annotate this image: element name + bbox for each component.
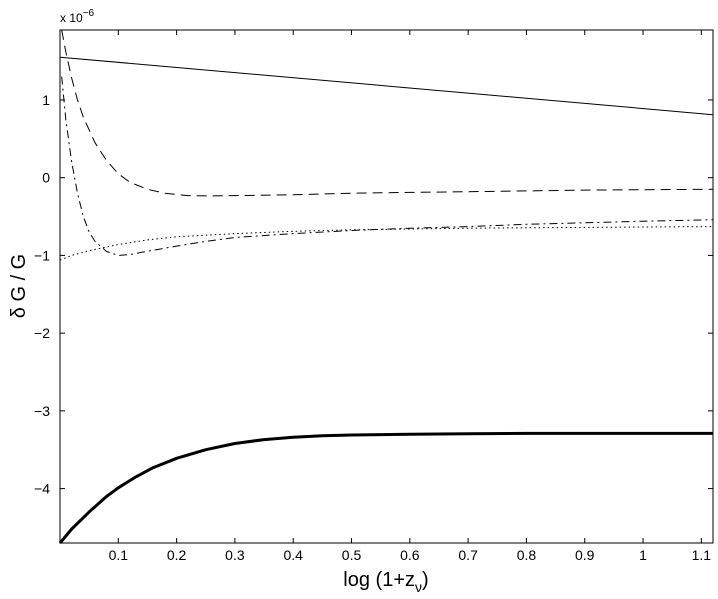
x-tick-label: 0.3 xyxy=(225,547,245,563)
y-tick-label: −4 xyxy=(34,481,50,497)
y-ticks: 1 0 −1 −2 −3 −4 xyxy=(34,92,713,497)
x-tick-label: 0.9 xyxy=(575,547,595,563)
y-tick-label: −3 xyxy=(34,403,50,419)
y-tick-label: 0 xyxy=(42,170,50,186)
x-axis-label: log (1+zν) xyxy=(343,569,428,595)
y-multiplier-base: x 10 xyxy=(60,11,83,25)
y-tick-label: 1 xyxy=(42,92,50,108)
x-axis-label-sub: ν xyxy=(415,579,422,595)
x-tick-label: 1 xyxy=(639,547,647,563)
series-group xyxy=(58,29,714,544)
x-tick-label: 1.1 xyxy=(692,547,712,563)
plot-frame xyxy=(59,29,714,544)
series-thick-line xyxy=(58,431,713,544)
series-dashed-line xyxy=(61,29,714,197)
x-tick-label: 0.5 xyxy=(342,547,362,563)
y-multiplier-exp: −6 xyxy=(83,8,95,19)
x-tick-label: 0.6 xyxy=(400,547,420,563)
x-tick-label: 0.1 xyxy=(109,547,129,563)
x-ticks: 0.1 0.2 0.3 0.4 0.5 0.6 0.7 0.8 0.9 1 1.1 xyxy=(109,30,712,563)
y-tick-label: −2 xyxy=(34,325,50,341)
x-axis-label-main: log (1+z xyxy=(343,569,415,591)
x-tick-label: 0.2 xyxy=(167,547,187,563)
y-tick-label: −1 xyxy=(34,247,50,263)
y-axis-label: δ G / G xyxy=(8,254,30,318)
series-dashdot-line xyxy=(61,76,714,256)
x-axis-label-close: ) xyxy=(422,569,429,591)
x-tick-label: 0.7 xyxy=(458,547,478,563)
series-dotted-line xyxy=(59,226,714,261)
y-multiplier: x 10−6 xyxy=(60,8,95,25)
series-solid-line xyxy=(59,56,714,116)
x-tick-label: 0.8 xyxy=(517,547,537,563)
x-tick-label: 0.4 xyxy=(283,547,303,563)
